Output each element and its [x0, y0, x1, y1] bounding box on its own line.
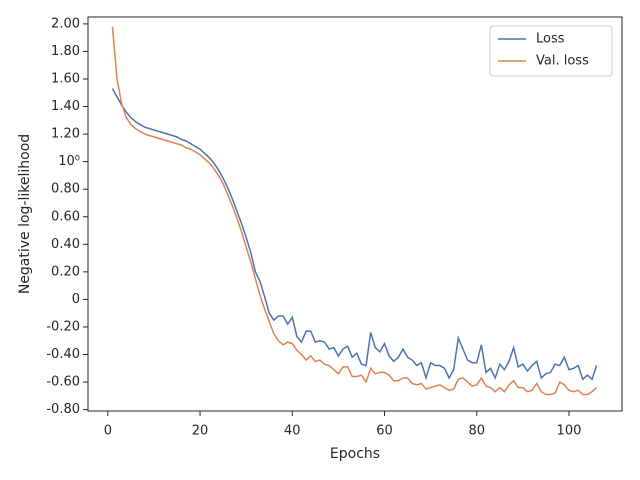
x-tick-label: 0 — [104, 424, 112, 439]
y-tick-label: -0.80 — [46, 402, 80, 417]
y-tick-label: 10⁰ — [58, 154, 80, 169]
y-tick-label: 0.80 — [51, 182, 80, 197]
y-tick-label: 0.40 — [51, 237, 80, 252]
y-tick-label: 1.80 — [51, 44, 80, 59]
y-tick-label: -0.20 — [46, 319, 80, 334]
y-tick-label: 0 — [72, 292, 80, 307]
x-tick-label: 60 — [376, 424, 393, 439]
plot-frame — [87, 16, 623, 412]
y-tick-label: 1.40 — [51, 99, 80, 114]
y-tick-label: 1.60 — [51, 71, 80, 86]
legend-label: Val. loss — [536, 54, 589, 69]
x-axis-label: Epochs — [330, 446, 380, 462]
y-tick-label: 2.00 — [51, 16, 80, 31]
y-axis-label: Negative log-likelihood — [17, 134, 33, 294]
x-tick-label: 100 — [557, 424, 582, 439]
x-tick-label: 40 — [284, 424, 301, 439]
legend-label: Loss — [536, 32, 565, 47]
line — [111, 88, 598, 381]
line — [111, 26, 598, 396]
x-tick-label: 80 — [468, 424, 485, 439]
y-tick-label: 1.20 — [51, 127, 80, 142]
x-tick-label: 20 — [192, 424, 209, 439]
y-tick-label: -0.40 — [46, 347, 80, 362]
y-tick-label: -0.60 — [46, 375, 80, 390]
y-tick-label: 0.60 — [51, 209, 80, 224]
y-tick-label: 0.20 — [51, 264, 80, 279]
